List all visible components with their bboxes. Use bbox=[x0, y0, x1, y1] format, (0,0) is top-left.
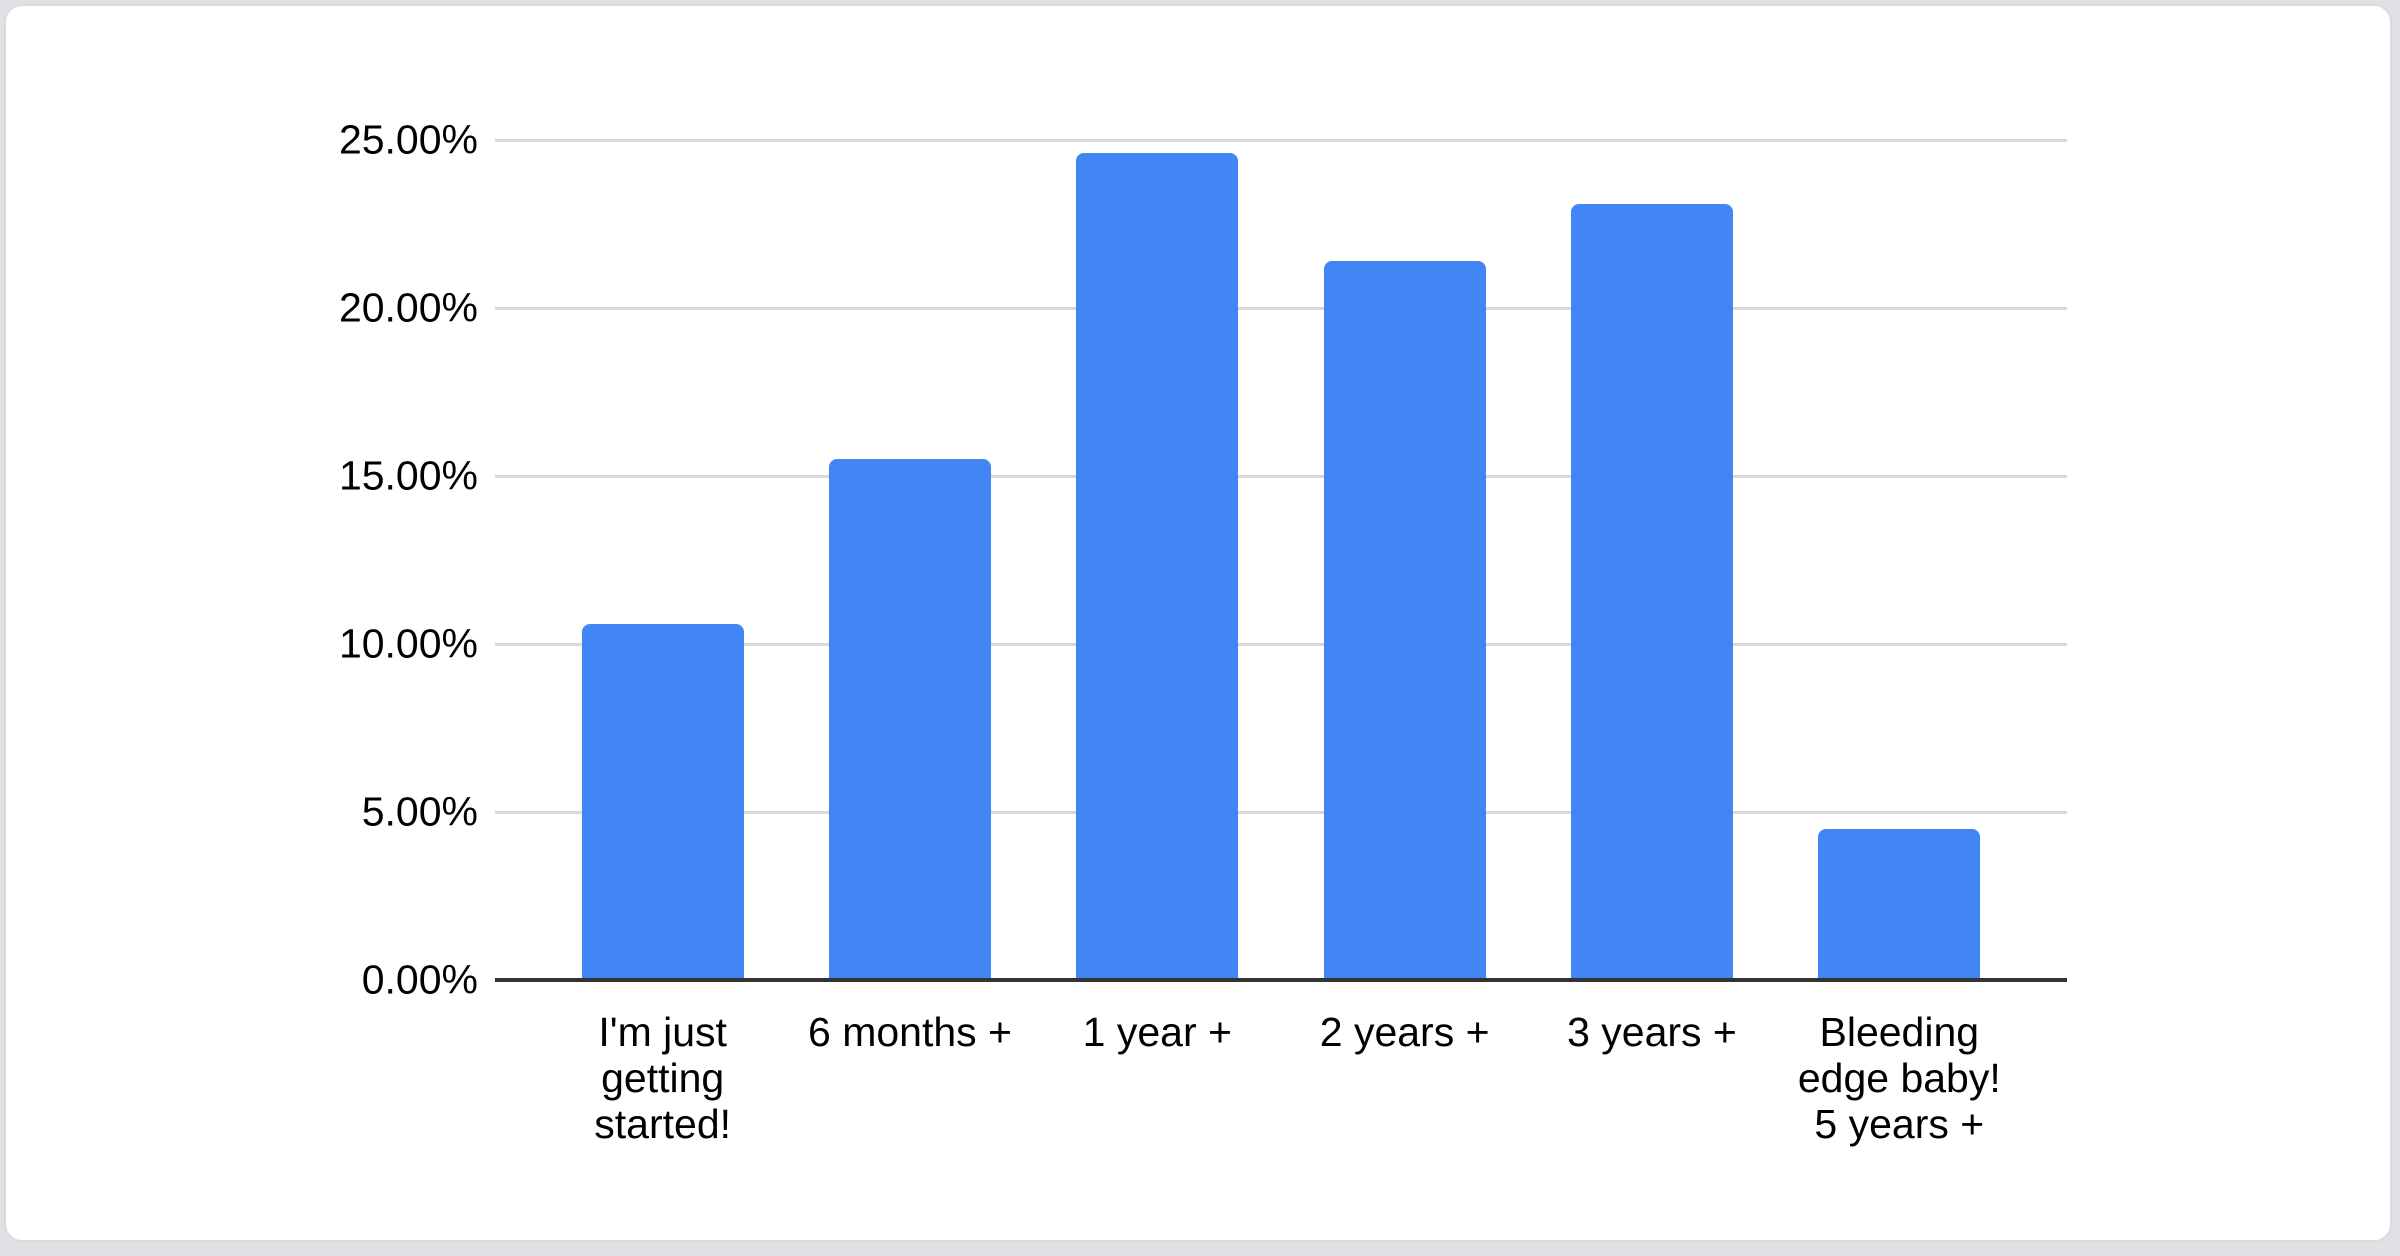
gridline bbox=[495, 306, 2067, 310]
y-axis-tick-label: 20.00% bbox=[338, 284, 478, 331]
bar-slot bbox=[1776, 140, 2023, 980]
bar-slot bbox=[1034, 140, 1281, 980]
y-axis-tick-label: 10.00% bbox=[338, 620, 478, 667]
bar-1[interactable] bbox=[581, 623, 744, 980]
gridline bbox=[495, 474, 2067, 478]
x-axis-tick-label: Bleeding edge baby! 5 years + bbox=[1797, 1009, 2001, 1147]
bar-6[interactable] bbox=[1818, 828, 1981, 980]
y-axis-tick-label: 25.00% bbox=[338, 116, 478, 163]
bar-slot bbox=[1528, 140, 1775, 980]
y-axis-tick-label: 0.00% bbox=[361, 956, 478, 1003]
y-axis-tick-label: 5.00% bbox=[361, 788, 478, 835]
x-axis: I'm just getting started! 6 months + 1 yea… bbox=[539, 1009, 2023, 1148]
x-axis-tick-label: 3 years + bbox=[1567, 1009, 1737, 1055]
x-axis-line bbox=[495, 978, 2067, 982]
bar-5[interactable] bbox=[1570, 203, 1733, 980]
bar-4[interactable] bbox=[1323, 260, 1486, 980]
plot-area bbox=[495, 138, 2067, 982]
gridline bbox=[495, 138, 2067, 142]
y-axis-tick-label: 15.00% bbox=[338, 452, 478, 499]
gridlines bbox=[495, 138, 2067, 980]
x-axis-tick-label: I'm just getting started! bbox=[594, 1009, 732, 1147]
x-axis-tick-label: 1 year + bbox=[1082, 1009, 1232, 1055]
x-axis-tick-label: 6 months + bbox=[808, 1009, 1012, 1055]
bar-2[interactable] bbox=[828, 459, 991, 980]
bar-slot bbox=[786, 140, 1033, 980]
y-axis: 0.00% 5.00% 10.00% 15.00% 20.00% 25.00% bbox=[0, 0, 478, 1256]
bar-slot bbox=[1281, 140, 1528, 980]
x-axis-tick-label: 2 years + bbox=[1319, 1009, 1490, 1055]
x-axis-tick: 2 years + bbox=[1281, 1009, 1528, 1148]
x-axis-tick: 3 years + bbox=[1528, 1009, 1775, 1148]
gridline bbox=[495, 642, 2067, 646]
x-axis-tick: 6 months + bbox=[786, 1009, 1033, 1148]
bars-band bbox=[539, 140, 2023, 980]
x-axis-tick: I'm just getting started! bbox=[539, 1009, 786, 1148]
gridline bbox=[495, 810, 2067, 814]
x-axis-tick: 1 year + bbox=[1034, 1009, 1281, 1148]
bar-slot bbox=[539, 140, 786, 980]
x-axis-tick: Bleeding edge baby! 5 years + bbox=[1776, 1009, 2023, 1148]
bar-3[interactable] bbox=[1076, 153, 1239, 980]
